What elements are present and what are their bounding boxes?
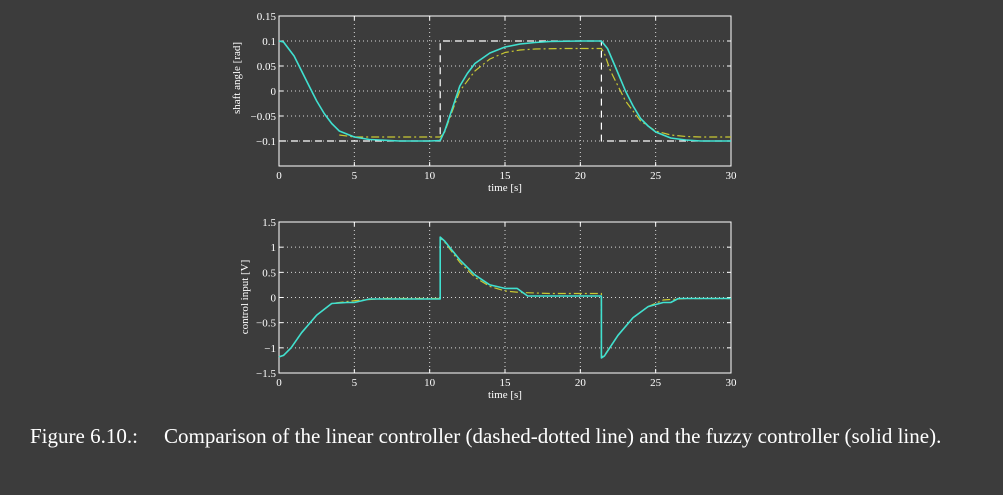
figure-caption: Figure 6.10.: Comparison of the linear co… [30,422,990,450]
control-input-xtick-label: 15 [500,377,512,389]
shaft-angle-xtick-label: 20 [575,170,587,182]
control-input-xlabel: time [s] [488,389,522,401]
shaft-angle-xtick-label: 5 [352,170,358,182]
control-input-xtick-label: 25 [650,377,662,389]
control-input-ytick-label: 1.5 [262,217,276,229]
shaft-angle-plot: shaft angle [rad] time [s] 0 5 10 15 20 25 30 −… [231,11,737,194]
control-input-xtick-label: 0 [276,377,282,389]
control-input-fuzzy-line [278,236,731,359]
shaft-angle-fuzzy-line [278,40,731,142]
caption-text: Comparison of the linear controller (das… [164,424,942,448]
shaft-angle-linear-line [339,47,731,138]
control-input-xtick-label: 10 [424,377,436,389]
control-input-ytick-label: −1.5 [256,368,276,380]
control-input-ytick-label: −1 [264,343,276,355]
shaft-angle-xtick-label: 25 [650,170,662,182]
control-input-xtick-label: 30 [726,377,738,389]
shaft-angle-ylabel: shaft angle [rad] [231,42,243,114]
control-input-xtick-label: 20 [575,377,587,389]
control-input-ytick-label: 0.5 [262,267,276,279]
shaft-angle-xtick-label: 10 [424,170,436,182]
shaft-angle-ytick-label: −0.05 [251,111,277,123]
shaft-angle-ytick-label: 0 [271,86,277,98]
shaft-angle-ytick-label: −0.1 [256,136,276,148]
control-input-ytick-label: −0.5 [256,318,276,330]
shaft-angle-ytick-label: 0.15 [257,11,277,23]
control-input-plot: control input [V] time [s] 0 5 10 15 20 25 30−… [239,217,737,401]
shaft-angle-xtick-label: 0 [276,170,282,182]
control-input-xtick-label: 5 [352,377,358,389]
shaft-angle-xtick-label: 30 [726,170,738,182]
caption-number: Figure 6.10.: [30,424,138,448]
shaft-angle-ytick-label: 0.05 [257,61,277,73]
shaft-angle-xtick-label: 15 [500,170,512,182]
control-input-ylabel: control input [V] [239,260,251,335]
shaft-angle-ytick-label: 0.1 [262,36,276,48]
shaft-angle-xlabel: time [s] [488,182,522,194]
figure-canvas: shaft angle [rad] time [s] 0 5 10 15 20 25 30−… [231,11,737,401]
control-input-ytick-label: 1 [271,242,277,254]
control-input-ytick-label: 0 [271,293,277,305]
